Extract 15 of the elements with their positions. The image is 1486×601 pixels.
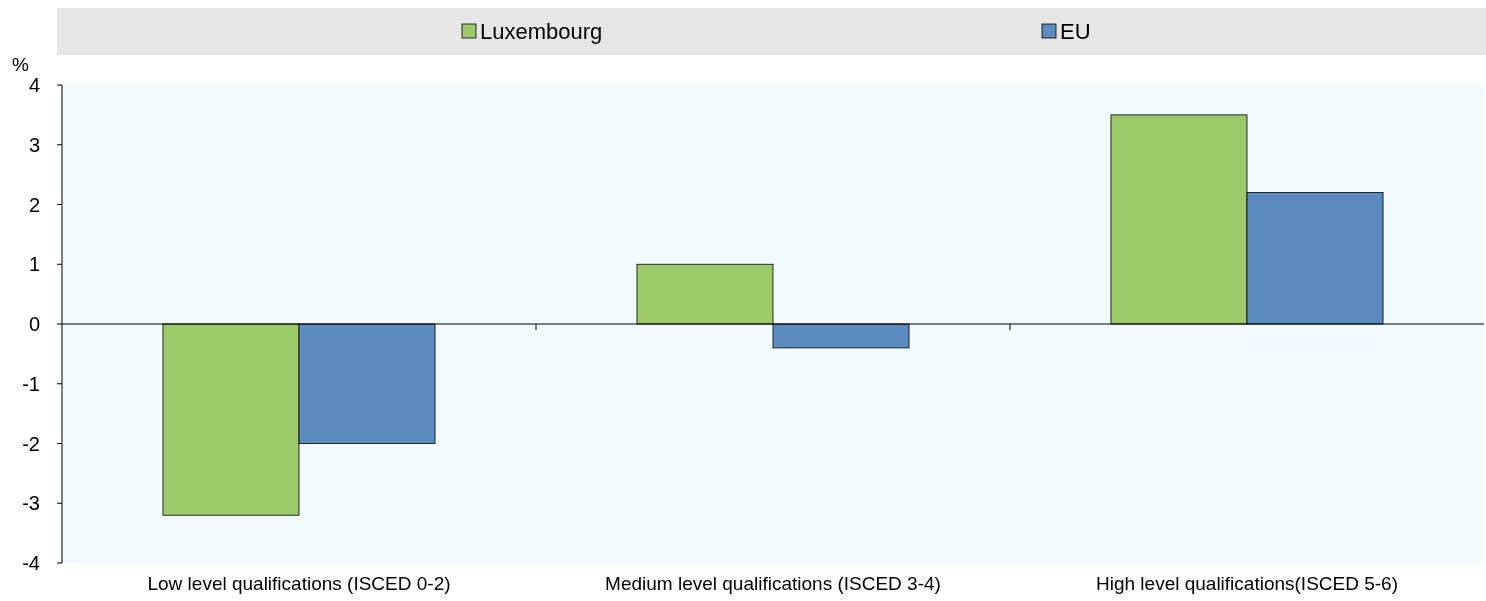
- y-tick-label: 4: [28, 74, 40, 96]
- y-axis-title: %: [12, 54, 29, 75]
- y-tick-label: 0: [28, 313, 40, 335]
- y-tick-label: 3: [28, 133, 40, 156]
- y-tick-label: -1: [22, 372, 40, 395]
- x-tick-label: Low level qualifications (ISCED 0-2): [147, 573, 451, 594]
- y-tick-label: 1: [28, 253, 40, 276]
- x-tick-label: High level qualifications(ISCED 5-6): [1095, 573, 1399, 594]
- x-tick-label: Medium level qualifications (ISCED 3-4): [605, 573, 941, 594]
- y-tick-label: -4: [22, 552, 40, 574]
- legend-label: EU: [1060, 18, 1091, 44]
- y-tick-label: 2: [28, 193, 40, 216]
- y-tick-label: -3: [22, 492, 40, 515]
- legend-label: Luxembourg: [480, 18, 603, 44]
- y-tick-label: -2: [22, 432, 40, 455]
